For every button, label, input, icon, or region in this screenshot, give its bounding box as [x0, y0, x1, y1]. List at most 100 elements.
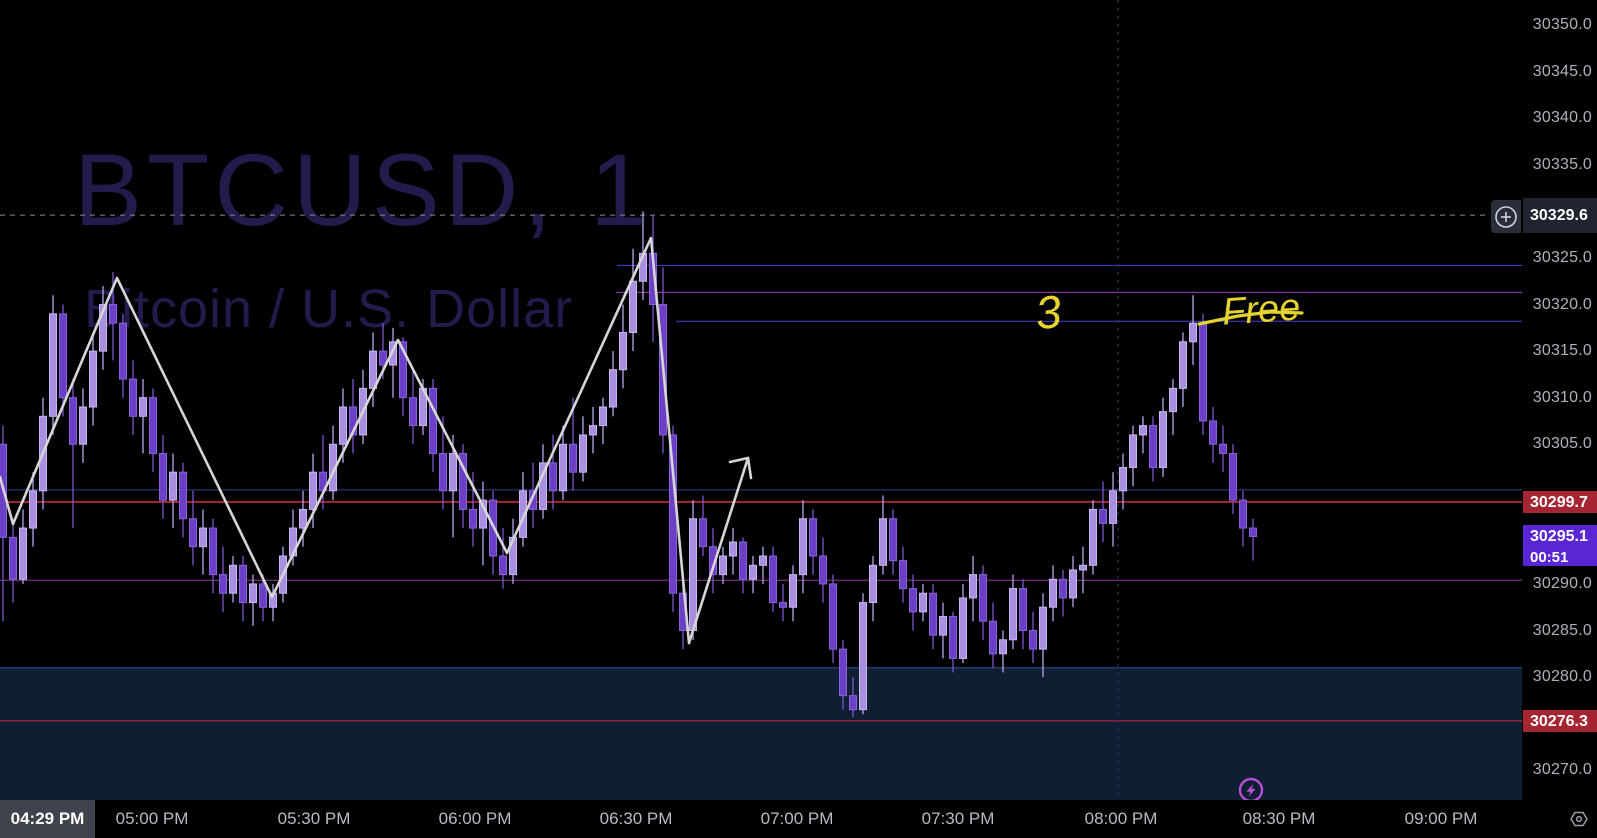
candle: [1209, 420, 1217, 445]
candle: [199, 527, 207, 548]
candle: [949, 616, 957, 659]
candle: [1239, 499, 1247, 529]
candle: [1119, 467, 1127, 492]
candle: [449, 453, 457, 492]
price-tick: 30345.0: [1532, 62, 1592, 80]
current-bar-time-label: 04:29 PM: [0, 800, 95, 838]
price-level-lines[interactable]: [0, 0, 1522, 800]
candle: [1069, 569, 1077, 599]
candle: [719, 555, 727, 576]
candle: [1159, 411, 1167, 469]
price-tick: 30325.0: [1532, 248, 1592, 266]
candle: [1149, 425, 1157, 469]
candle: [689, 518, 697, 632]
shaded-zone: [0, 667, 1522, 800]
price-tick: 30305.0: [1532, 435, 1592, 453]
candle: [829, 583, 837, 650]
candle: [379, 350, 387, 366]
candle: [1099, 508, 1107, 524]
watermark-symbol: BTCUSD, 1: [74, 133, 652, 247]
time-tick: 07:00 PM: [760, 809, 834, 828]
add-alert-plus-button[interactable]: [1491, 200, 1521, 233]
candle: [89, 350, 97, 408]
candle: [399, 341, 407, 399]
candle: [729, 541, 737, 557]
candle: [749, 564, 757, 580]
bar-countdown: 00:51: [1530, 549, 1569, 567]
candle: [539, 462, 547, 510]
candle: [19, 527, 27, 580]
candle: [809, 518, 817, 557]
price-label-red[interactable]: 30299.7: [1523, 490, 1597, 513]
candle: [469, 508, 477, 529]
candle: [979, 574, 987, 622]
time-tick: 07:30 PM: [921, 809, 995, 828]
price-label-purple[interactable]: 30295.1 00:51: [1523, 525, 1597, 567]
price-tick: 30310.0: [1532, 388, 1592, 406]
candle: [999, 639, 1007, 655]
price-tick: 30280.0: [1532, 668, 1592, 686]
price-label-dark[interactable]: 30329.6: [1523, 197, 1597, 233]
candle: [859, 602, 867, 711]
candle: [1019, 588, 1027, 632]
candle: [339, 406, 347, 445]
price-label-red[interactable]: 30276.3: [1523, 709, 1597, 732]
candle: [49, 313, 57, 417]
candle: [839, 648, 847, 697]
candle: [1129, 434, 1137, 469]
price-scale[interactable]: 30350.0 30345.0 30340.0 30335.0 30325.0 30320…: [1523, 0, 1597, 800]
candle: [349, 406, 357, 436]
candle: [189, 518, 197, 548]
annotation-text-free[interactable]: Free: [1221, 286, 1302, 333]
candle: [1219, 443, 1227, 455]
trend-zigzag-drawing[interactable]: [0, 236, 753, 645]
candle: [909, 588, 917, 613]
candle: [959, 597, 967, 659]
time-tick: 09:00 PM: [1404, 809, 1478, 828]
candle: [69, 397, 77, 445]
watermark-description: Bitcoin / U.S. Dollar: [84, 279, 574, 339]
price-tick: 30350.0: [1532, 16, 1592, 34]
candle: [919, 592, 927, 613]
time-tick: 08:30 PM: [1242, 809, 1316, 828]
candle: [149, 397, 157, 455]
price-tick: 30335.0: [1532, 155, 1592, 173]
candle: [629, 280, 637, 333]
candle: [1109, 490, 1117, 524]
price-tick: 30320.0: [1532, 295, 1592, 313]
candle: [459, 453, 467, 510]
candle: [1039, 606, 1047, 650]
candle: [229, 564, 237, 594]
annotation-text-3[interactable]: 3: [1033, 285, 1064, 339]
scale-settings-hexagon-icon[interactable]: [1569, 809, 1589, 829]
candle: [1249, 527, 1257, 537]
candlestick-series: [0, 211, 1257, 718]
time-axis[interactable]: 04:29 PM 05:00 PM 05:30 PM 06:00 PM 06:30 P…: [0, 800, 1597, 838]
candle: [29, 490, 37, 529]
candle: [299, 508, 307, 529]
hand-drawn-annotations[interactable]: 3 Free: [1033, 285, 1304, 339]
candle: [119, 322, 127, 380]
annotation-underline: [1197, 310, 1304, 326]
candle: [9, 536, 17, 580]
price-tick: 30285.0: [1532, 621, 1592, 639]
candle: [879, 518, 887, 566]
candle: [59, 313, 67, 399]
plus-circle-icon: [1495, 205, 1517, 228]
candle: [429, 387, 437, 455]
candle: [129, 378, 137, 417]
price-tick: 30270.0: [1532, 761, 1592, 779]
candle: [769, 555, 777, 604]
candle: [249, 583, 257, 604]
candle: [739, 541, 747, 580]
candle: [1059, 578, 1067, 599]
candle: [179, 471, 187, 520]
candle: [869, 564, 877, 604]
lightning-bolt-button[interactable]: [1238, 777, 1264, 800]
candle: [159, 453, 167, 501]
candle: [499, 555, 507, 576]
price-tick: 30290.0: [1532, 574, 1592, 592]
time-tick: 06:30 PM: [599, 809, 673, 828]
chart-plot-area[interactable]: 3 Free: [0, 0, 1523, 800]
